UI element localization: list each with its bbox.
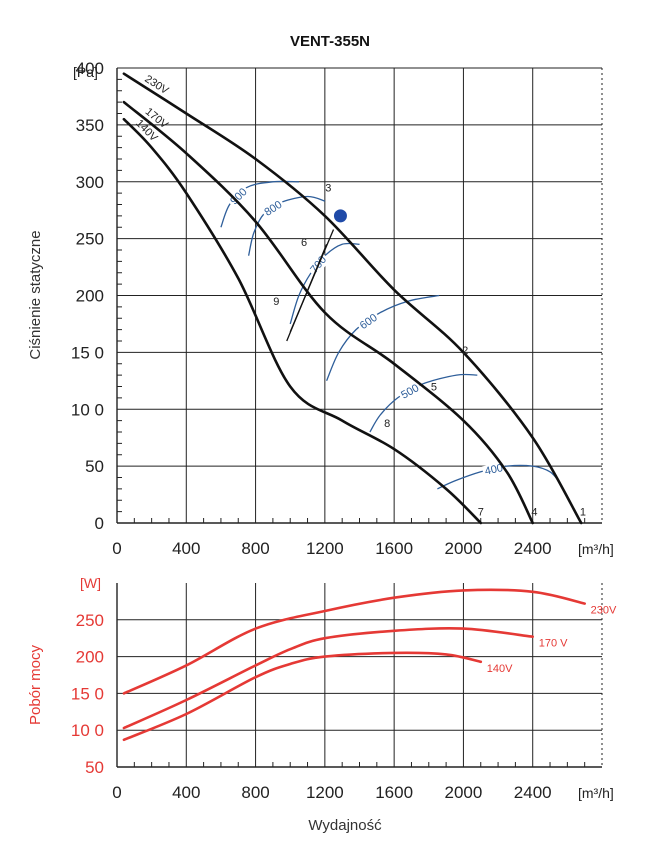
rpm-label-bg: [356, 310, 382, 334]
pressure-xtick-label: 0: [112, 539, 121, 558]
power-curve-230v: [122, 588, 586, 695]
power-curve-label-170-v: 170 V: [539, 638, 568, 650]
measurement-point-1: 1: [580, 507, 586, 519]
rpm-label-400: 400: [484, 462, 504, 478]
power-ytick-label: 50: [85, 758, 104, 777]
power-xtick-label: 400: [172, 783, 200, 802]
pressure-ytick-label: 250: [76, 230, 104, 249]
measurement-point-2: 2: [462, 345, 468, 357]
power-ytick-label: 15 0: [71, 684, 104, 703]
power-axis-title: Pobór mocy: [27, 644, 44, 725]
pressure-xtick-label: 400: [172, 539, 200, 558]
rpm-label-bg: [260, 197, 287, 220]
operating-lines: [286, 209, 347, 342]
power-ytick-label: 200: [76, 648, 104, 667]
power-xtick-label: 2000: [445, 783, 483, 802]
power-unit-label: [W]: [80, 575, 101, 591]
pressure-curve-140v: [122, 117, 483, 525]
measurement-point-5: 5: [431, 382, 437, 394]
power-ytick-label: 10 0: [71, 721, 104, 740]
power-ytick-label: 250: [76, 611, 104, 630]
pressure-grid: [116, 67, 603, 524]
pressure-ytick-label: 50: [85, 457, 104, 476]
operating-point: [333, 209, 347, 223]
measurement-point-9: 9: [273, 296, 279, 308]
measurement-point-7: 7: [478, 507, 484, 519]
power-xtick-label: 800: [241, 783, 269, 802]
rpm-line-400: [437, 464, 561, 490]
power-ticks: 0 400 800 1200 1600 2000 2400 50 10 0 15 0 200 250: [71, 611, 552, 802]
rpm-label-bg: [481, 461, 507, 479]
pressure-xtick-label: 1200: [306, 539, 344, 558]
power-xtick-label: 1600: [375, 783, 413, 802]
power-curve-label-140v: 140V: [487, 663, 513, 675]
rpm-label-bg: [397, 381, 423, 403]
power-xtick-label: 2400: [514, 783, 552, 802]
power-curve-label-230v: 230V: [591, 605, 617, 617]
pressure-curve-170v: [122, 100, 534, 525]
pressure-ytick-label: 10 0: [71, 400, 104, 419]
power-series: [122, 588, 586, 742]
measurement-point-4: 4: [531, 507, 537, 519]
pressure-ytick-label: 200: [76, 287, 104, 306]
top-flow-unit-label: [m³/h]: [578, 541, 614, 557]
pressure-axis-title: Ciśnienie statyczne: [27, 230, 44, 359]
pressure-ytick-label: 350: [76, 116, 104, 135]
power-curve-labels: 230V 170 V 140V: [487, 605, 617, 675]
power-grid: [116, 583, 603, 768]
power-curve-170-v: [122, 627, 534, 730]
rpm-line-900: [220, 180, 299, 228]
rpm-line-600: [326, 294, 440, 382]
measurement-point-8: 8: [384, 418, 390, 430]
pressure-chart: VENT-355N [Pa] [m³/h] Ciśnienie statyczn…: [27, 33, 614, 558]
power-xtick-label: 0: [112, 783, 121, 802]
pressure-curve-230v: [122, 72, 583, 525]
pressure-xtick-label: 2000: [445, 539, 483, 558]
power-xtick-label: 1200: [306, 783, 344, 802]
pressure-unit-label: [Pa]: [73, 64, 98, 80]
operating-line-2: [289, 229, 335, 333]
measurement-point-6: 6: [301, 237, 307, 249]
pressure-xtick-label: 800: [241, 539, 269, 558]
pressure-xtick-label: 2400: [514, 539, 552, 558]
pressure-ytick-label: 400: [76, 59, 104, 78]
pressure-ytick-label: 15 0: [71, 343, 104, 362]
rpm-label-bg: [226, 184, 252, 209]
pressure-ytick-label: 0: [95, 514, 104, 533]
rpm-lines: 900800700600500400: [220, 180, 561, 490]
power-chart: [W] [m³/h] Pobór mocy Wydajność 0 400 800 1…: [27, 575, 617, 834]
pressure-xtick-label: 1600: [375, 539, 413, 558]
flow-axis-title: Wydajność: [308, 817, 382, 834]
pressure-series: [122, 72, 583, 525]
power-curve-140v: [122, 651, 483, 742]
bottom-flow-unit-label: [m³/h]: [578, 785, 614, 801]
pressure-ytick-label: 300: [76, 173, 104, 192]
measurement-point-3: 3: [325, 182, 331, 194]
chart-title: VENT-355N: [290, 33, 370, 50]
